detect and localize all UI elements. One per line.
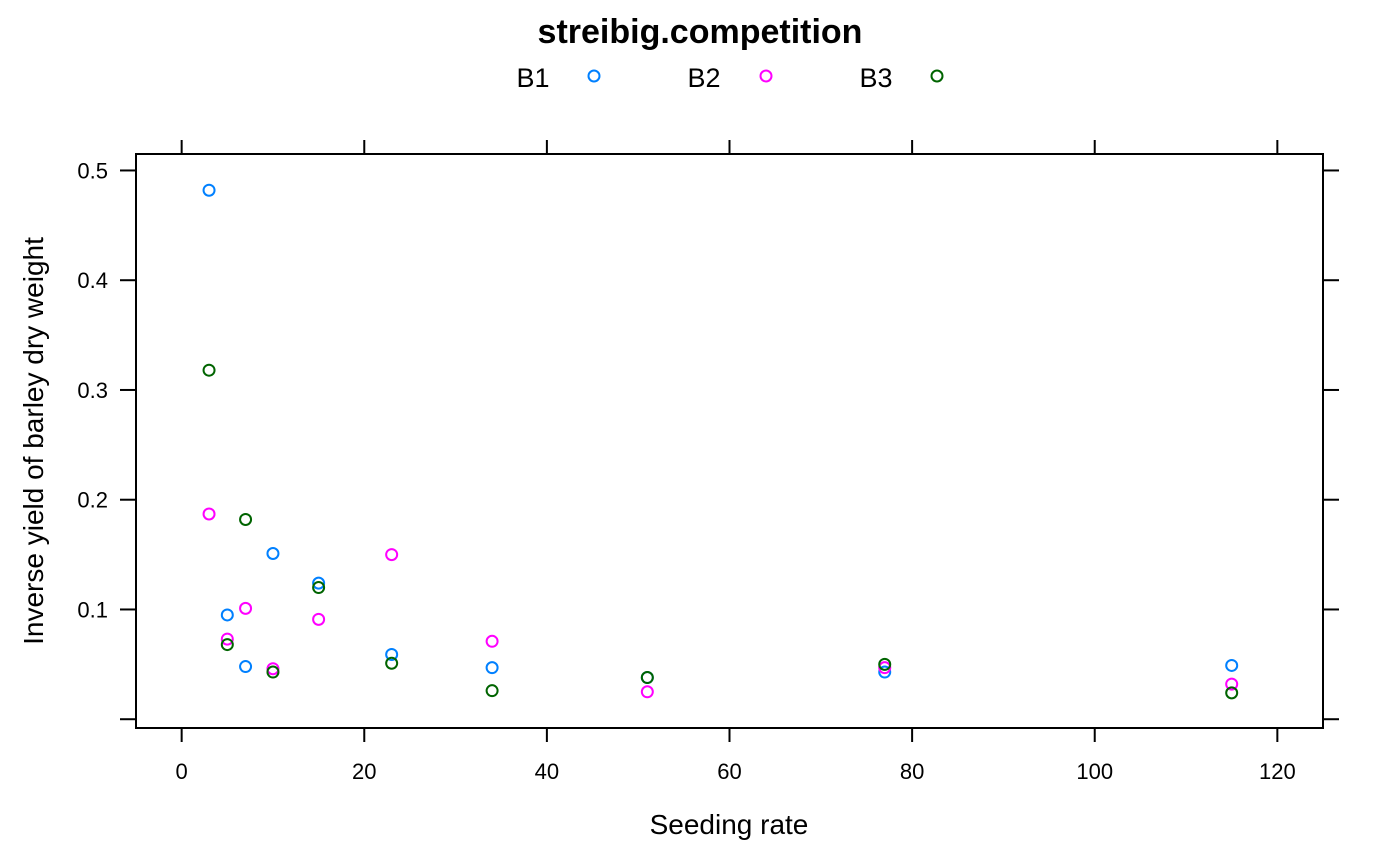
data-point xyxy=(1225,658,1239,672)
data-point xyxy=(385,647,399,661)
x-tick-label: 60 xyxy=(717,759,741,784)
legend-label: B1 xyxy=(516,63,549,93)
x-tick-label: 0 xyxy=(176,759,188,784)
x-tick-label: 100 xyxy=(1076,759,1113,784)
data-point xyxy=(1225,677,1239,691)
plot-area-frame xyxy=(135,153,1324,729)
data-point xyxy=(239,512,253,526)
x-tick-label: 40 xyxy=(535,759,559,784)
data-point xyxy=(878,657,892,671)
x-tick-label: 120 xyxy=(1259,759,1296,784)
series-b1 xyxy=(202,183,1239,685)
data-point xyxy=(220,638,234,652)
data-point xyxy=(202,183,216,197)
y-axis-label: Inverse yield of barley dry weight xyxy=(18,237,49,645)
legend-label: B2 xyxy=(687,63,720,93)
y-tick-label: 0.4 xyxy=(77,268,108,293)
data-point xyxy=(220,608,234,622)
data-point xyxy=(202,363,216,377)
data-point xyxy=(640,685,654,699)
y-tick-label: 0.2 xyxy=(77,488,108,513)
data-point xyxy=(202,507,216,521)
data-point xyxy=(220,632,234,646)
data-points xyxy=(202,183,1239,700)
data-point xyxy=(1225,686,1239,700)
data-point xyxy=(878,665,892,679)
legend-marker xyxy=(759,69,773,83)
data-point xyxy=(312,581,326,595)
data-point xyxy=(239,660,253,674)
chart-title: streibig.competition xyxy=(538,13,863,51)
series-b2 xyxy=(202,507,1239,699)
data-point xyxy=(312,576,326,590)
y-axis-ticks: 0.1 0.2 0.3 0.4 0.5 xyxy=(77,158,1339,721)
legend: B1 B2 B3 xyxy=(516,63,944,93)
x-axis-label: Seeding rate xyxy=(650,809,809,840)
x-tick-label: 20 xyxy=(352,759,376,784)
y-tick-label: 0.1 xyxy=(77,597,108,622)
data-point xyxy=(485,634,499,648)
data-point xyxy=(485,661,499,675)
data-point xyxy=(485,684,499,698)
x-tick-label: 80 xyxy=(900,759,924,784)
data-point xyxy=(640,671,654,685)
legend-marker xyxy=(587,69,601,83)
legend-label: B3 xyxy=(859,63,892,93)
legend-marker xyxy=(930,69,944,83)
data-point xyxy=(266,665,280,679)
y-tick-label: 0.5 xyxy=(77,158,108,183)
y-tick-label: 0.3 xyxy=(77,378,108,403)
data-point xyxy=(266,546,280,560)
data-point xyxy=(385,656,399,670)
data-point xyxy=(312,612,326,626)
data-point xyxy=(385,548,399,562)
series-b3 xyxy=(202,363,1239,700)
x-axis-ticks: 0 20 40 60 80 100 120 xyxy=(176,140,1296,784)
data-point xyxy=(239,601,253,615)
